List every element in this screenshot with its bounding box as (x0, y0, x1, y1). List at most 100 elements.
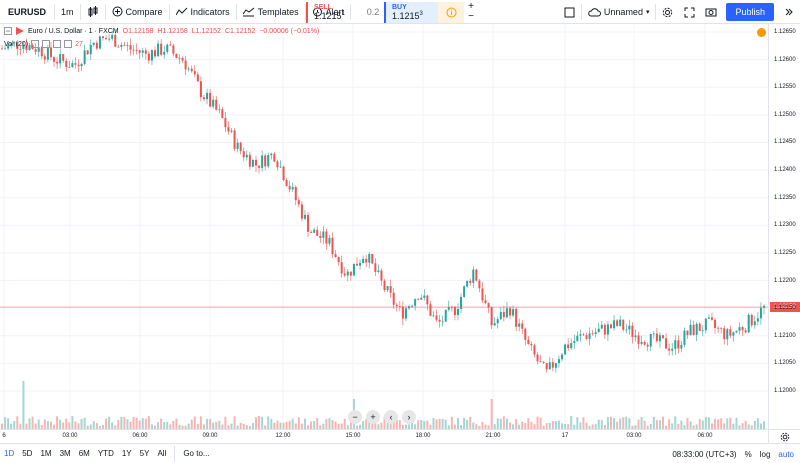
range-1m[interactable]: 1M (40, 449, 52, 458)
candle-body (236, 142, 239, 149)
collapse-icon[interactable] (4, 27, 12, 35)
zoom-out-button[interactable]: − (348, 410, 362, 424)
double-chevron-icon (785, 8, 793, 16)
candle-body (420, 297, 423, 300)
scroll-left-button[interactable]: ‹ (384, 410, 398, 424)
volume-bar (279, 422, 282, 429)
candle-body (707, 317, 710, 319)
volume-bar (683, 425, 686, 429)
notification-dot-icon[interactable] (757, 28, 766, 37)
candle-body (261, 155, 264, 168)
plus-icon[interactable]: + (468, 1, 474, 12)
candle-body (209, 92, 212, 107)
volume-bar (245, 425, 248, 429)
candle-body (441, 321, 444, 323)
candle-body (49, 47, 52, 58)
compare-button[interactable]: Compare (106, 0, 169, 24)
buy-button[interactable]: BUY 1.12153 (384, 1, 438, 23)
settings-icon[interactable] (42, 40, 51, 48)
clock-display[interactable]: 08:33:00 (UTC+3) (672, 449, 737, 459)
templates-button[interactable]: Templates (237, 0, 305, 24)
time-label: 09:00 (202, 433, 218, 439)
range-5d[interactable]: 5D (22, 449, 33, 458)
close-icon[interactable] (53, 40, 62, 48)
snapshot-button[interactable] (700, 0, 722, 24)
fullscreen-chart-button[interactable] (559, 0, 581, 24)
alert-button[interactable]: Alert (306, 0, 351, 24)
candle-body (539, 361, 542, 363)
candle-body (89, 44, 92, 55)
volume-bar (178, 424, 181, 429)
symbol-title[interactable]: Euro / U.S. Dollar · 1 · FXCM (28, 27, 119, 35)
candle-body (13, 42, 16, 44)
volume-bar (294, 423, 297, 429)
publish-button[interactable]: Publish (726, 3, 774, 21)
candle-body (144, 50, 147, 54)
price-scale[interactable]: 1.12152 1.12650 1.12600 1.12550 1.12500 1.12… (768, 24, 800, 429)
bar-style-button[interactable] (81, 0, 105, 24)
trade-widget: SELL 1.12151 0.2 BUY 1.12153 + − (306, 1, 478, 23)
minus-icon[interactable]: − (468, 11, 474, 22)
toggle-panel-button[interactable] (778, 0, 800, 24)
chart-grid (0, 24, 768, 429)
indicators-button[interactable]: Indicators (170, 0, 236, 24)
log-toggle[interactable]: log (759, 449, 771, 459)
fullscreen-button[interactable] (678, 0, 700, 24)
candle-body (178, 57, 181, 59)
candle-body (502, 311, 505, 318)
volume-bar (689, 421, 692, 429)
volume-bar (411, 421, 414, 429)
candle-body (202, 97, 205, 100)
volume-bar (319, 425, 322, 429)
candle-body (392, 292, 395, 305)
more-icon[interactable] (64, 40, 73, 48)
volume-bar (190, 419, 193, 429)
settings-button[interactable] (656, 0, 678, 24)
volume-bar (313, 421, 316, 429)
volume-bar (606, 417, 609, 429)
candle-body (545, 363, 548, 370)
symbol-search[interactable]: EURUSD (8, 6, 47, 17)
volume-bar (288, 420, 291, 429)
volume-bar (224, 416, 227, 429)
visibility-icon[interactable] (31, 40, 40, 48)
candle-body (582, 334, 585, 336)
volume-bar (221, 424, 224, 429)
price-chart[interactable] (0, 24, 768, 429)
volume-bar (613, 418, 616, 429)
range-1d[interactable]: 1D (4, 449, 15, 458)
range-3m[interactable]: 3M (59, 449, 71, 458)
layout-save-button[interactable]: Unnamed ▾ (582, 0, 656, 24)
volume-label[interactable]: Vol (20) (4, 40, 29, 48)
volume-bar (438, 418, 441, 429)
percent-toggle[interactable]: % (744, 449, 752, 459)
gear-icon (780, 432, 789, 441)
zoom-in-button[interactable]: + (366, 410, 380, 424)
time-axis[interactable]: 6 03:00 06:00 09:00 12:00 15:00 18:00 21:00 17 03… (0, 429, 768, 443)
range-6m[interactable]: 6M (78, 449, 90, 458)
volume-bar (665, 425, 668, 429)
candle-body (206, 92, 209, 100)
quantity-stepper[interactable]: + − (464, 2, 478, 22)
sell-button[interactable]: SELL 1.12151 (306, 1, 362, 23)
range-ytd[interactable]: YTD (97, 449, 114, 458)
volume-bar (481, 421, 484, 429)
goto-button[interactable]: Go to... (183, 449, 210, 458)
scale-settings-button[interactable] (768, 429, 800, 443)
volume-bar (518, 424, 521, 429)
interval-button[interactable]: 1m (61, 6, 74, 17)
volume-bar (447, 425, 450, 429)
candle-body (10, 43, 13, 46)
scroll-right-button[interactable]: › (402, 410, 416, 424)
candle-body (132, 49, 135, 51)
auto-toggle[interactable]: auto (778, 449, 794, 459)
candle-body (548, 362, 551, 370)
range-5y[interactable]: 5Y (139, 449, 150, 458)
range-1y[interactable]: 1Y (121, 449, 132, 458)
range-all[interactable]: All (157, 449, 167, 458)
volume-bar (395, 418, 398, 429)
volume-bar (502, 416, 505, 429)
candle-body (432, 315, 435, 317)
trade-info-button[interactable] (438, 1, 464, 23)
volume-bar (285, 421, 288, 429)
